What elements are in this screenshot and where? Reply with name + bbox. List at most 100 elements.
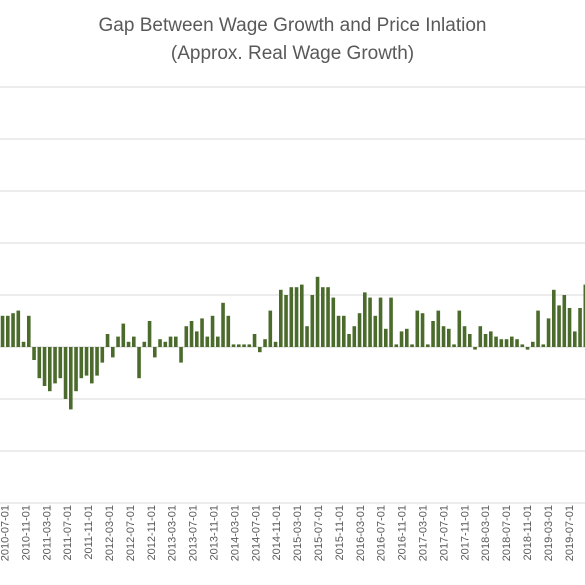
bar xyxy=(399,331,404,347)
bar xyxy=(195,331,199,347)
bar xyxy=(300,284,304,347)
bar xyxy=(163,341,168,347)
bar xyxy=(357,313,362,347)
bar xyxy=(153,347,157,358)
bar xyxy=(90,347,94,384)
bar xyxy=(525,347,530,350)
bar xyxy=(331,297,336,347)
x-tick-label: 2012-11-01 xyxy=(146,505,158,560)
bar xyxy=(583,284,585,347)
x-tick-label: 2012-07-01 xyxy=(125,505,137,561)
bar xyxy=(499,339,504,347)
bar xyxy=(142,341,147,347)
chart-subtitle: (Approx. Real Wage Growth) xyxy=(170,43,415,64)
bar xyxy=(457,310,462,347)
bar xyxy=(378,297,383,347)
bar xyxy=(111,347,115,358)
bar xyxy=(273,341,278,347)
bar xyxy=(431,321,435,347)
bar xyxy=(405,328,409,347)
bar xyxy=(116,336,120,347)
bar xyxy=(284,295,288,347)
bar xyxy=(247,344,252,347)
bar xyxy=(420,313,425,347)
bar xyxy=(541,344,546,347)
bar xyxy=(473,347,477,350)
bar xyxy=(326,287,330,347)
bar xyxy=(231,344,236,347)
bar xyxy=(27,315,31,347)
bar xyxy=(389,297,393,347)
x-tick-label: 2017-07-01 xyxy=(438,505,450,561)
bar xyxy=(552,289,556,347)
bar xyxy=(252,334,257,347)
bar xyxy=(216,336,220,347)
x-tick-label: 2019-03-01 xyxy=(543,505,555,561)
chart-title-block: Gap Between Wage Growth and Price Inlati… xyxy=(0,12,585,68)
bar xyxy=(105,334,110,347)
x-tick-label: 2013-11-01 xyxy=(209,505,221,560)
x-tick-label: 2018-03-01 xyxy=(480,505,492,561)
x-tick-label: 2014-07-01 xyxy=(250,505,262,561)
x-tick-label: 2015-11-01 xyxy=(334,505,346,560)
bar xyxy=(305,326,309,347)
bar xyxy=(578,308,582,347)
bar xyxy=(32,347,36,360)
x-tick-label: 2013-03-01 xyxy=(167,505,179,561)
x-tick-label: 2015-03-01 xyxy=(292,505,304,561)
x-tick-label: 2014-03-01 xyxy=(229,505,241,561)
bar xyxy=(53,347,57,384)
bar xyxy=(268,310,273,347)
bar xyxy=(48,347,52,392)
bar xyxy=(373,315,378,347)
x-tick-label: 2015-07-01 xyxy=(313,505,325,561)
bar xyxy=(573,331,577,347)
bar xyxy=(415,310,420,347)
bar xyxy=(63,347,68,399)
bar xyxy=(95,347,99,376)
bar xyxy=(179,347,183,363)
x-tick-label: 2016-07-01 xyxy=(376,505,388,561)
bar xyxy=(126,341,131,347)
bar xyxy=(200,318,204,347)
bar xyxy=(221,302,225,347)
bar xyxy=(158,339,162,347)
chart-title: Gap Between Wage Growth and Price Inlati… xyxy=(98,15,487,36)
bar xyxy=(468,334,472,347)
bar xyxy=(79,347,84,379)
bar xyxy=(394,344,399,347)
x-tick-label: 2017-03-01 xyxy=(418,505,430,561)
bar xyxy=(184,326,189,347)
gridlines xyxy=(0,86,585,504)
bar xyxy=(84,347,89,376)
bar xyxy=(515,339,519,347)
bar xyxy=(205,336,210,347)
bar xyxy=(384,328,388,347)
x-tick-label: 2010-07-01 xyxy=(0,505,12,561)
x-tick-label: 2018-07-01 xyxy=(501,505,513,561)
bar xyxy=(321,287,325,347)
bar-series xyxy=(0,276,585,410)
bar xyxy=(237,344,241,347)
bar xyxy=(462,326,467,347)
bar xyxy=(0,315,5,347)
bar xyxy=(510,336,514,347)
bar xyxy=(494,336,498,347)
bar xyxy=(347,334,351,347)
x-tick-label: 2018-11-01 xyxy=(522,505,534,560)
bar xyxy=(557,305,561,347)
bar xyxy=(368,297,372,347)
bar xyxy=(363,292,367,347)
bar xyxy=(210,315,215,347)
bar xyxy=(436,310,441,347)
bar xyxy=(42,347,47,386)
bar xyxy=(478,326,483,347)
bar xyxy=(536,310,540,347)
bar xyxy=(546,318,551,347)
bar xyxy=(226,315,231,347)
bar xyxy=(336,315,341,347)
bar xyxy=(258,347,262,353)
bar xyxy=(520,344,525,347)
bar xyxy=(174,336,178,347)
